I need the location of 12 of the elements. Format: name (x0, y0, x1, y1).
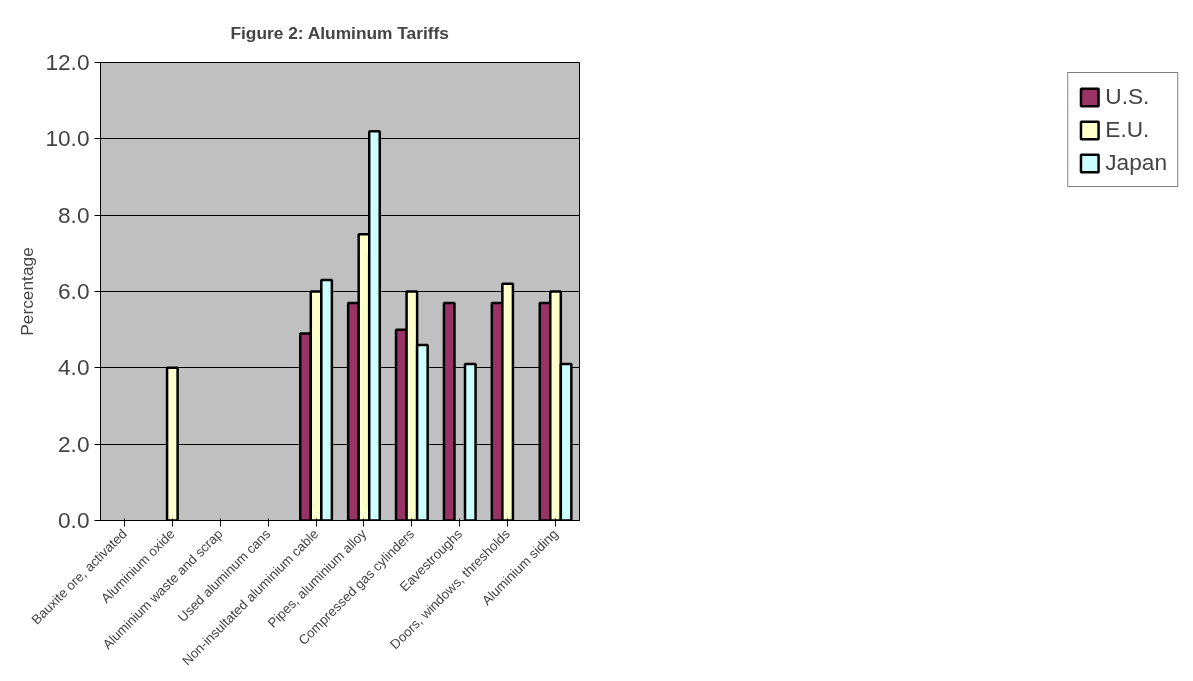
chart-title: Figure 2: Aluminum Tariffs (230, 22, 449, 43)
y-tick-label: 4.0 (58, 354, 90, 381)
legend-label: E.U. (1105, 116, 1150, 143)
legend-label: Japan (1105, 149, 1167, 176)
y-tick-label: 6.0 (58, 278, 90, 304)
y-tick-label: 12.0 (45, 49, 90, 75)
y-tick-label: 0.0 (58, 507, 90, 533)
legend-label: U.S. (1105, 83, 1150, 110)
y-tick-label: 10.0 (45, 125, 90, 152)
y-axis-title: Percentage (17, 247, 38, 336)
y-tick-label: 8.0 (58, 201, 90, 228)
y-tick-label: 2.0 (58, 430, 90, 457)
